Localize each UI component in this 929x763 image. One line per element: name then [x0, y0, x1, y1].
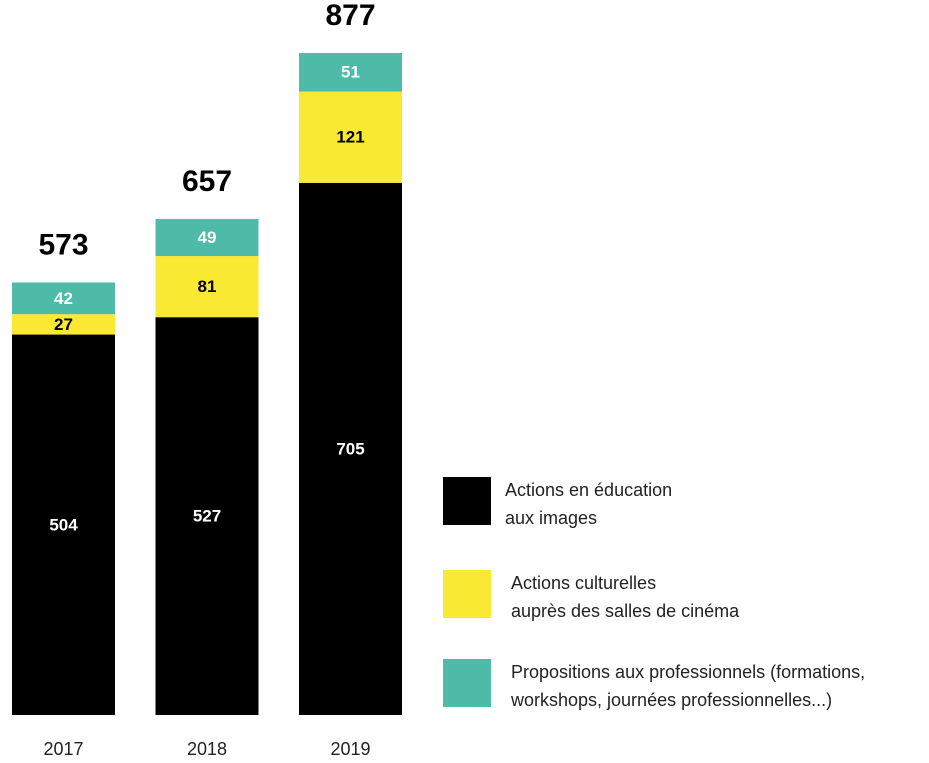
legend-swatch — [443, 659, 491, 707]
value-label: 504 — [49, 515, 78, 534]
bar-segment — [155, 317, 259, 715]
value-label: 121 — [336, 128, 364, 147]
bar-segment — [155, 256, 259, 318]
x-tick-label: 2019 — [330, 739, 370, 759]
value-label: 49 — [198, 228, 217, 247]
total-label: 877 — [325, 0, 375, 32]
legend-swatch — [443, 477, 491, 525]
bar-segment — [12, 314, 115, 335]
total-label: 573 — [38, 228, 88, 261]
bar-segment — [12, 282, 115, 315]
bar-segment — [155, 219, 259, 257]
value-label: 81 — [198, 277, 217, 296]
legend-label: Actions en éducation aux images — [505, 480, 673, 528]
bar-segment — [12, 334, 115, 715]
value-label: 527 — [193, 507, 221, 526]
legend-label: Actions culturelles auprès des salles de… — [511, 573, 740, 621]
x-tick-label: 2017 — [43, 739, 83, 759]
bar-segment — [299, 182, 402, 716]
legend-label: Propositions aux professionnels (formati… — [511, 662, 866, 710]
value-label: 705 — [336, 439, 364, 458]
value-label: 42 — [54, 289, 73, 308]
x-tick-label: 2018 — [187, 739, 227, 759]
legend-swatch — [443, 570, 491, 618]
value-label: 51 — [341, 63, 360, 82]
bar-segment — [299, 53, 402, 92]
total-label: 657 — [182, 165, 232, 198]
bar-segment — [299, 91, 402, 183]
value-label: 27 — [54, 315, 73, 334]
